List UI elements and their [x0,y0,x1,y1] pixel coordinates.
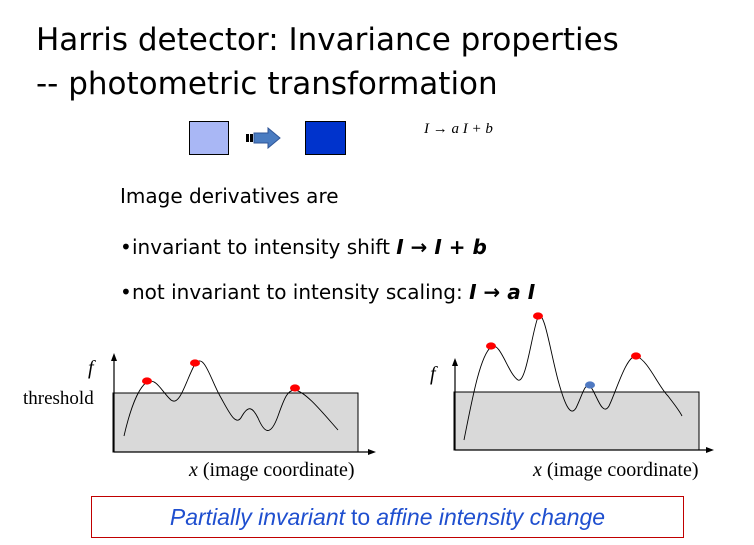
title-line-1: Harris detector: Invariance properties [36,22,619,58]
bullet-dot: • [120,235,132,259]
bullet-shift-text: invariant to intensity shift [132,235,397,259]
threshold-label: threshold [23,388,94,409]
y-axis-arrowhead [452,358,458,366]
derivatives-intro: Image derivatives are [120,184,339,208]
peak-marker-red [631,352,641,360]
peak-marker-red [290,384,300,392]
conclusion-emphasis-2: affine intensity change [376,503,606,530]
arrow-right-icon [246,127,281,149]
bullet-dot: • [120,280,132,304]
x-axis-arrowhead [706,447,714,453]
x-axis-arrowhead [368,449,376,455]
left-plot: f threshold [23,353,376,455]
formula-rhs: a I + b [451,121,493,137]
dark-color-square [305,121,346,155]
conclusion-plain: to [351,503,371,530]
title-line-2: -- photometric transformation [36,66,498,102]
y-axis-label: f [88,357,96,379]
x-label-text: (image coordinate) [197,459,355,481]
peak-marker-red [533,312,543,320]
y-axis-label: f [430,363,438,385]
y-axis-arrowhead [111,353,117,361]
formula-arrow: → [432,121,448,137]
signal-curve [463,315,683,441]
bullet-scaling: •not invariant to intensity scaling: I →… [120,279,535,305]
x-var: x [533,459,542,481]
right-x-axis-label: x (image coordinate) [533,459,698,482]
x-var: x [189,459,198,481]
threshold-region [453,391,700,451]
transform-formula: I → a I + b [424,121,493,138]
slide-title: Harris detector: Invariance properties -… [36,18,619,106]
conclusion-emphasis-1: Partially invariant [169,503,346,530]
x-label-text: (image coordinate) [541,459,699,481]
bullet-shift: •invariant to intensity shift I → I + b [120,234,487,260]
bullet-shift-math: I → I + b [396,235,487,259]
left-x-axis-label: x (image coordinate) [189,459,354,482]
formula-lhs: I [424,121,429,137]
bullet-scaling-math: I → a I [469,280,536,304]
light-color-square [189,121,229,155]
right-plot: f [430,312,714,453]
threshold-region [112,392,359,453]
bullet-scaling-text: not invariant to intensity scaling: [132,280,470,304]
peak-marker-red [190,359,200,367]
conclusion-box: Partially invariant to affine intensity … [91,496,684,538]
peak-marker-red [486,342,496,350]
peak-marker-red [142,377,152,385]
signal-curve [123,360,339,437]
peak-marker-blue [585,381,595,389]
